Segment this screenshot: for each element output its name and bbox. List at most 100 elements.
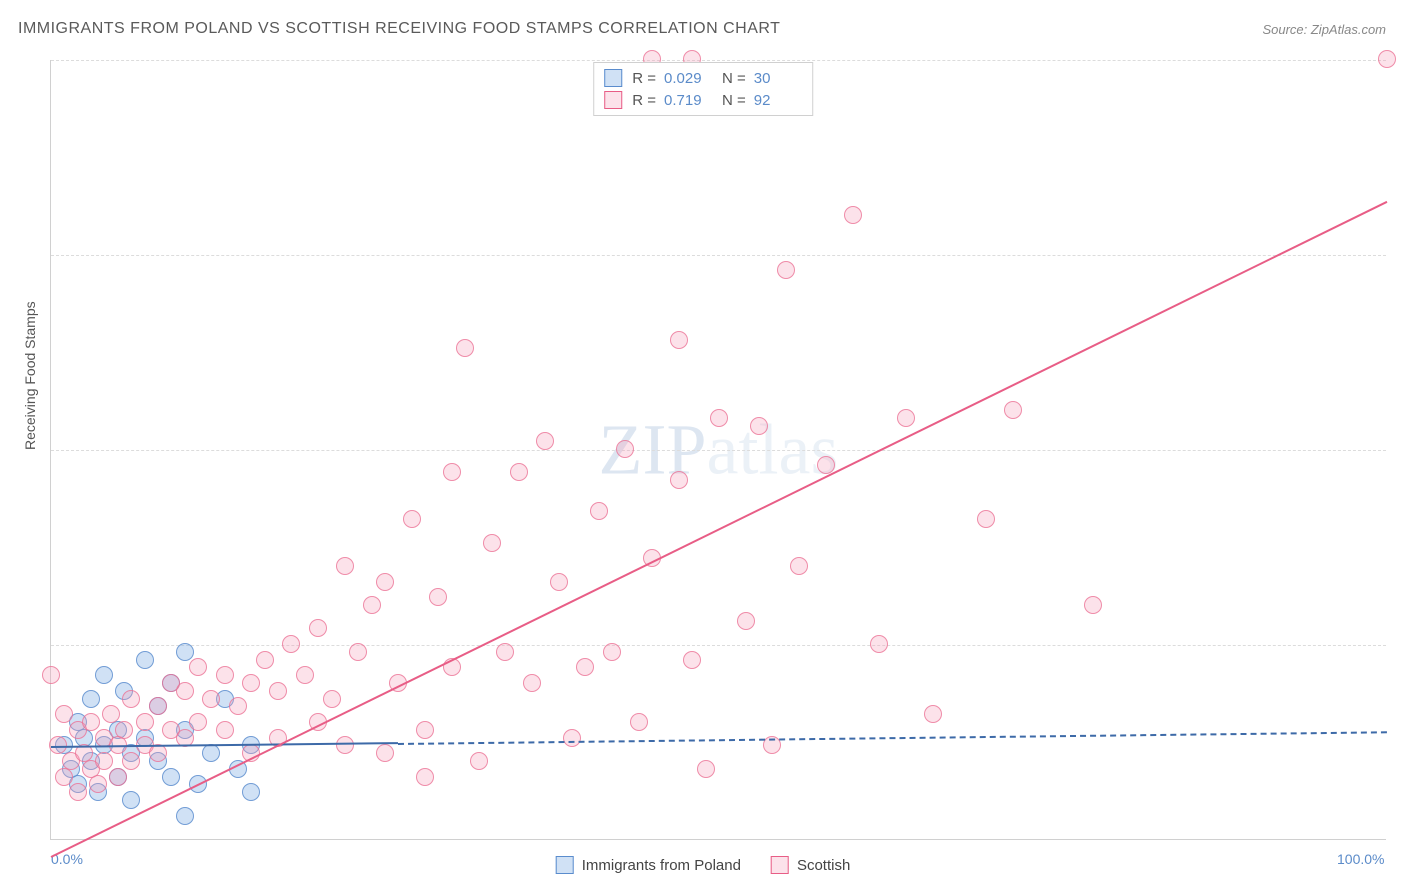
data-point — [189, 658, 207, 676]
data-point — [416, 721, 434, 739]
y-tick-label: 25.0% — [1396, 637, 1406, 653]
data-point — [376, 744, 394, 762]
data-point — [149, 744, 167, 762]
data-point — [323, 690, 341, 708]
data-point — [282, 635, 300, 653]
data-point — [416, 768, 434, 786]
data-point — [1004, 401, 1022, 419]
gridline — [51, 450, 1386, 451]
legend-swatch — [556, 856, 574, 874]
data-point — [242, 783, 260, 801]
data-point — [269, 682, 287, 700]
data-point — [149, 697, 167, 715]
data-point — [710, 409, 728, 427]
data-point — [122, 690, 140, 708]
gridline — [51, 60, 1386, 61]
data-point — [309, 619, 327, 637]
y-axis-label: Receiving Food Stamps — [22, 301, 38, 450]
x-tick-label: 100.0% — [1337, 851, 1384, 867]
data-point — [102, 705, 120, 723]
data-point — [349, 643, 367, 661]
data-point — [630, 713, 648, 731]
data-point — [844, 206, 862, 224]
data-point — [510, 463, 528, 481]
data-point — [202, 690, 220, 708]
data-point — [296, 666, 314, 684]
data-point — [202, 744, 220, 762]
data-point — [403, 510, 421, 528]
legend-series-item: Immigrants from Poland — [556, 856, 741, 874]
data-point — [897, 409, 915, 427]
data-point — [977, 510, 995, 528]
data-point — [697, 760, 715, 778]
data-point — [750, 417, 768, 435]
data-point — [122, 791, 140, 809]
legend-r-label: R = — [632, 92, 656, 109]
legend-r-label: R = — [632, 70, 656, 87]
data-point — [82, 713, 100, 731]
trend-line — [51, 201, 1388, 858]
data-point — [483, 534, 501, 552]
data-point — [1378, 50, 1396, 68]
data-point — [1084, 596, 1102, 614]
legend-series-label: Scottish — [797, 857, 850, 874]
data-point — [443, 463, 461, 481]
data-point — [817, 456, 835, 474]
data-point — [256, 651, 274, 669]
legend-n-value: 92 — [754, 92, 802, 109]
data-point — [109, 768, 127, 786]
data-point — [55, 705, 73, 723]
data-point — [216, 721, 234, 739]
data-point — [456, 339, 474, 357]
legend-r-value: 0.719 — [664, 92, 712, 109]
data-point — [189, 713, 207, 731]
data-point — [95, 752, 113, 770]
legend-row: R = 0.719 N = 92 — [604, 89, 802, 111]
legend-row: R =0.029N =30 — [604, 67, 802, 89]
chart-title: IMMIGRANTS FROM POLAND VS SCOTTISH RECEI… — [18, 20, 780, 38]
data-point — [176, 643, 194, 661]
data-point — [95, 666, 113, 684]
y-tick-label: 75.0% — [1396, 247, 1406, 263]
data-point — [89, 775, 107, 793]
data-point — [176, 807, 194, 825]
plot-area: ZIPatlas 25.0%50.0%75.0%100.0%0.0%100.0% — [50, 60, 1386, 840]
legend-series-label: Immigrants from Poland — [582, 857, 741, 874]
data-point — [429, 588, 447, 606]
trend-line — [398, 731, 1387, 745]
data-point — [790, 557, 808, 575]
source-attribution: Source: ZipAtlas.com — [1262, 22, 1386, 37]
data-point — [216, 666, 234, 684]
data-point — [590, 502, 608, 520]
data-point — [42, 666, 60, 684]
data-point — [176, 682, 194, 700]
legend-r-value: 0.029 — [664, 70, 712, 87]
legend-swatch — [604, 69, 622, 87]
data-point — [336, 736, 354, 754]
data-point — [115, 721, 133, 739]
legend-correlation: R =0.029N =30R =0.719N =92 — [593, 62, 813, 116]
data-point — [670, 471, 688, 489]
data-point — [536, 432, 554, 450]
data-point — [336, 557, 354, 575]
data-point — [376, 573, 394, 591]
data-point — [670, 331, 688, 349]
data-point — [683, 651, 701, 669]
data-point — [55, 768, 73, 786]
data-point — [229, 697, 247, 715]
data-point — [496, 643, 514, 661]
data-point — [777, 261, 795, 279]
data-point — [363, 596, 381, 614]
data-point — [576, 658, 594, 676]
data-point — [69, 783, 87, 801]
data-point — [924, 705, 942, 723]
legend-n-label: N = — [722, 70, 746, 87]
gridline — [51, 255, 1386, 256]
data-point — [616, 440, 634, 458]
data-point — [550, 573, 568, 591]
data-point — [523, 674, 541, 692]
legend-series-item: Scottish — [771, 856, 850, 874]
legend-n-label: N = — [722, 92, 746, 109]
data-point — [603, 643, 621, 661]
data-point — [563, 729, 581, 747]
